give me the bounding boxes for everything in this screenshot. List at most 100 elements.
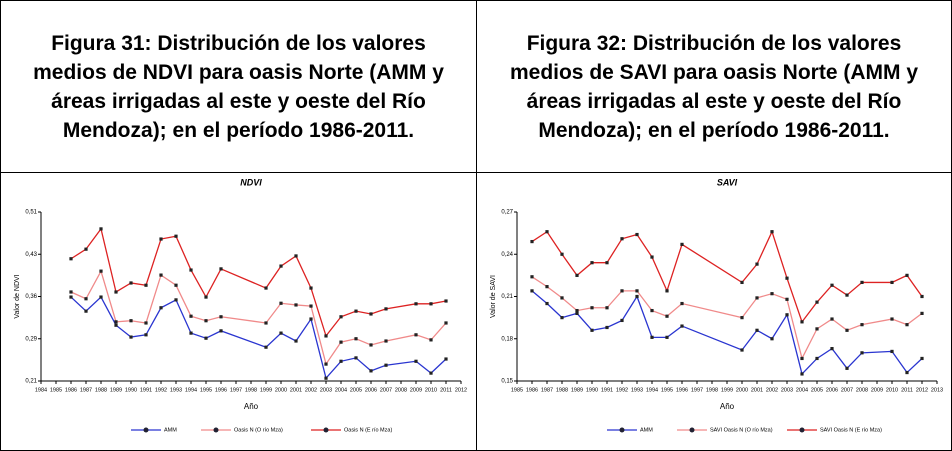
point [444,321,448,325]
chart: NDVI Valor de NDVI Año 0,21 0,29 0,36 0,43 0,51… [14,177,467,433]
point [755,262,759,266]
series-line [531,276,923,361]
point [309,286,313,290]
point [144,283,148,287]
x-tick-label: 1993 [631,387,643,393]
point [174,298,178,302]
point [384,339,388,343]
point [369,369,373,373]
point [189,331,193,335]
point [219,329,223,333]
point [264,321,268,325]
x-tick-label: 1995 [200,387,212,393]
point [590,328,594,332]
legend-marker [213,427,219,433]
y-tick-label: 0,21 [25,379,37,385]
x-tick-label: 1997 [230,387,242,393]
point [830,317,834,321]
x-tick-label: 2009 [871,387,883,393]
y-tick-label: 0,27 [501,210,513,216]
point [545,230,549,234]
point [339,315,343,319]
legend-marker [323,427,329,433]
x-tick-label: 2012 [455,387,467,393]
legend-marker [689,427,695,433]
series-line [70,227,447,338]
point [369,312,373,316]
point [444,299,448,303]
point [905,370,909,375]
point [339,359,343,363]
point [740,280,744,285]
legend-marker [619,427,625,433]
point [114,323,118,327]
point [444,357,448,361]
point [860,280,864,285]
point [860,351,864,355]
legend-label: SAVI Oasis N (E río Mza) [820,427,882,433]
series-line [70,296,447,380]
x-tick-label: 1989 [571,387,583,393]
point [575,273,579,277]
point [755,328,759,332]
x-axis-label: Año [244,402,259,411]
x-tick-label: 1989 [110,387,122,393]
point [590,306,594,310]
x-tick-label: 2010 [886,387,898,393]
y-tick-label: 0,29 [25,336,37,342]
point [890,349,894,354]
point [650,335,654,339]
chart-cell: NDVI Valor de NDVI Año 0,21 0,29 0,36 0,43 0,51… [0,172,477,451]
point [84,309,88,313]
point [354,356,358,360]
point [84,297,88,301]
point [264,345,268,349]
point [845,328,849,332]
y-tick-label: 0,51 [25,210,37,216]
point [189,268,193,272]
point [219,267,223,271]
x-tick-label: 2004 [335,387,347,393]
x-tick-label: 2007 [841,387,853,393]
point [324,376,328,380]
point [680,242,684,246]
x-tick-label: 1987 [541,387,553,393]
point [815,327,819,331]
point [635,289,639,293]
point [530,275,534,279]
point [545,285,549,289]
chart-title: SAVI [717,177,738,187]
point [575,311,579,315]
point [279,301,283,305]
point [620,318,624,323]
x-tick-label: 2010 [425,387,437,393]
legend-marker [143,427,149,433]
point [114,320,118,324]
point [635,294,639,299]
point [665,314,669,318]
x-tick-label: 1987 [80,387,92,393]
point [414,359,418,363]
y-tick-label: 0,18 [501,336,513,342]
point [294,254,298,258]
x-tick-label: 2007 [380,387,392,393]
x-tick-label: 2008 [395,387,407,393]
y-tick-label: 0,15 [501,379,513,385]
y-tick-label: 0,43 [25,252,37,258]
point [114,290,118,294]
point [429,338,433,342]
point [815,356,819,361]
point [264,286,268,290]
point [605,261,609,265]
point [69,257,73,261]
point [650,255,654,259]
point [69,295,73,299]
x-tick-label: 1992 [616,387,628,393]
point [144,321,148,325]
x-tick-label: 2006 [365,387,377,393]
x-tick-label: 1998 [245,387,257,393]
x-tick-label: 1986 [526,387,538,393]
x-tick-label: 2011 [901,387,913,393]
point [830,347,834,351]
legend-label: Oasis N (E río Mza) [344,427,392,433]
